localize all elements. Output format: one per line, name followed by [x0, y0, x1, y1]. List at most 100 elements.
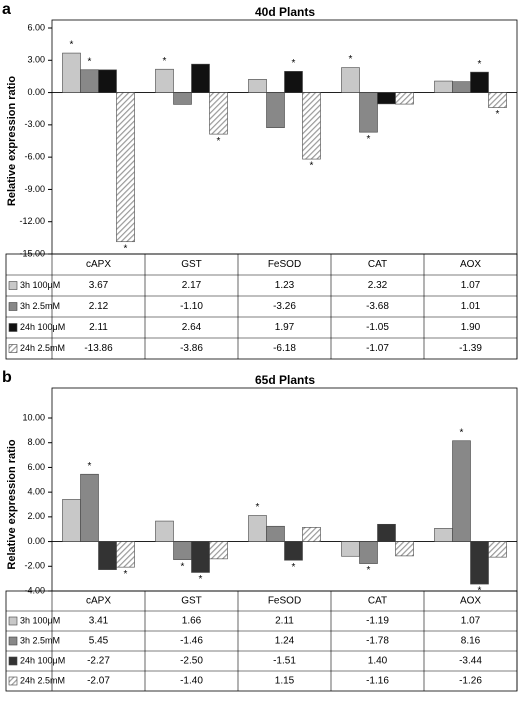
table-value: 5.45 [89, 636, 109, 647]
bar [266, 525, 285, 542]
table-value: -2.27 [87, 656, 110, 667]
x-tick-label: cAPX [86, 596, 111, 607]
table-value: -1.78 [366, 636, 389, 647]
significance-mark: * [124, 243, 128, 254]
bar [341, 541, 360, 557]
significance-mark: * [163, 56, 167, 67]
y-tick-label: 6.00 [27, 462, 45, 472]
y-tick-label: -3.00 [24, 119, 45, 129]
y-axis-label: Relative expression ratio [6, 76, 18, 207]
x-tick-label: GST [181, 259, 202, 270]
y-tick-label: 6.00 [27, 22, 45, 32]
bar [62, 52, 81, 93]
table-value: -1.46 [180, 636, 203, 647]
table-value: 2.17 [182, 280, 202, 291]
y-tick-label: -15.00 [19, 248, 45, 258]
table-value: 2.32 [368, 280, 388, 291]
x-tick-label: cAPX [86, 259, 111, 270]
legend-label: 3h 100μM [20, 280, 60, 290]
legend-label: 24h 2.5mM [20, 343, 65, 353]
bar [155, 520, 174, 542]
table-value: -3.44 [459, 656, 482, 667]
significance-mark: * [217, 136, 221, 147]
significance-mark: * [349, 54, 353, 65]
significance-mark: * [292, 562, 296, 573]
bar [266, 92, 285, 128]
bar [116, 92, 135, 243]
significance-mark: * [70, 40, 74, 51]
y-tick-label: -4.00 [24, 585, 45, 595]
bar [191, 541, 210, 573]
x-tick-label: FeSOD [268, 259, 301, 270]
bar [248, 79, 267, 93]
significance-mark: * [310, 161, 314, 172]
table-value: -1.07 [366, 343, 389, 354]
bar [80, 69, 99, 93]
legend-swatch [8, 636, 18, 646]
significance-mark: * [367, 134, 371, 145]
table-value: 3.67 [89, 280, 109, 291]
legend-swatch [8, 344, 18, 353]
bar [80, 473, 99, 542]
significance-mark: * [88, 56, 92, 67]
legend-label: 24h 100μM [20, 655, 65, 665]
bar [488, 92, 507, 108]
chart-title: 65d Plants [255, 373, 315, 387]
table-value: 1.66 [182, 616, 202, 627]
y-tick-label: 8.00 [27, 437, 45, 447]
legend-swatch [8, 323, 18, 332]
table-value: 1.15 [275, 676, 295, 687]
table-value: 1.07 [461, 280, 481, 291]
table-value: -1.10 [180, 301, 203, 312]
significance-mark: * [478, 59, 482, 70]
significance-mark: * [460, 427, 464, 438]
y-axis-label: Relative expression ratio [6, 439, 18, 570]
table-value: -1.40 [180, 676, 203, 687]
table-value: 1.40 [368, 656, 388, 667]
bar [452, 81, 471, 93]
significance-mark: * [124, 569, 128, 580]
bar [341, 67, 360, 93]
table-frame [5, 253, 518, 360]
y-tick-label: -12.00 [19, 216, 45, 226]
bar [209, 92, 228, 135]
x-tick-label: CAT [368, 596, 387, 607]
table-value: 2.11 [275, 616, 294, 627]
bar [191, 63, 210, 93]
y-tick-label: -2.00 [24, 561, 45, 571]
panel-label: a [2, 1, 11, 18]
significance-mark: * [496, 109, 500, 120]
legend-swatch [8, 656, 18, 666]
x-tick-label: AOX [460, 596, 481, 607]
y-tick-label: 0.00 [27, 87, 45, 97]
table-frame [5, 590, 518, 692]
legend-label: 3h 100μM [20, 615, 60, 625]
bar [359, 92, 378, 133]
bar [302, 527, 321, 542]
x-tick-label: FeSOD [268, 596, 301, 607]
table-value: -13.86 [84, 343, 113, 354]
bar [488, 541, 507, 558]
y-tick-label: 10.00 [22, 412, 45, 422]
legend-label: 24h 100μM [20, 322, 65, 332]
table-value: 1.07 [461, 616, 481, 627]
bar [173, 92, 192, 105]
table-value: 1.97 [275, 322, 295, 333]
table-value: -1.16 [366, 676, 389, 687]
table-value: 3.41 [89, 616, 109, 627]
bar [377, 523, 396, 542]
x-tick-label: GST [181, 596, 202, 607]
table-value: 8.16 [461, 636, 481, 647]
table-value: 1.90 [461, 322, 481, 333]
significance-mark: * [292, 58, 296, 69]
table-value: -2.50 [180, 656, 203, 667]
bar [248, 515, 267, 542]
table-value: 1.24 [275, 636, 295, 647]
legend-swatch [8, 281, 18, 290]
table-value: -3.86 [180, 343, 203, 354]
table-value: -1.39 [459, 343, 482, 354]
y-tick-label: -6.00 [24, 152, 45, 162]
y-tick-label: -9.00 [24, 184, 45, 194]
bar [470, 71, 489, 93]
